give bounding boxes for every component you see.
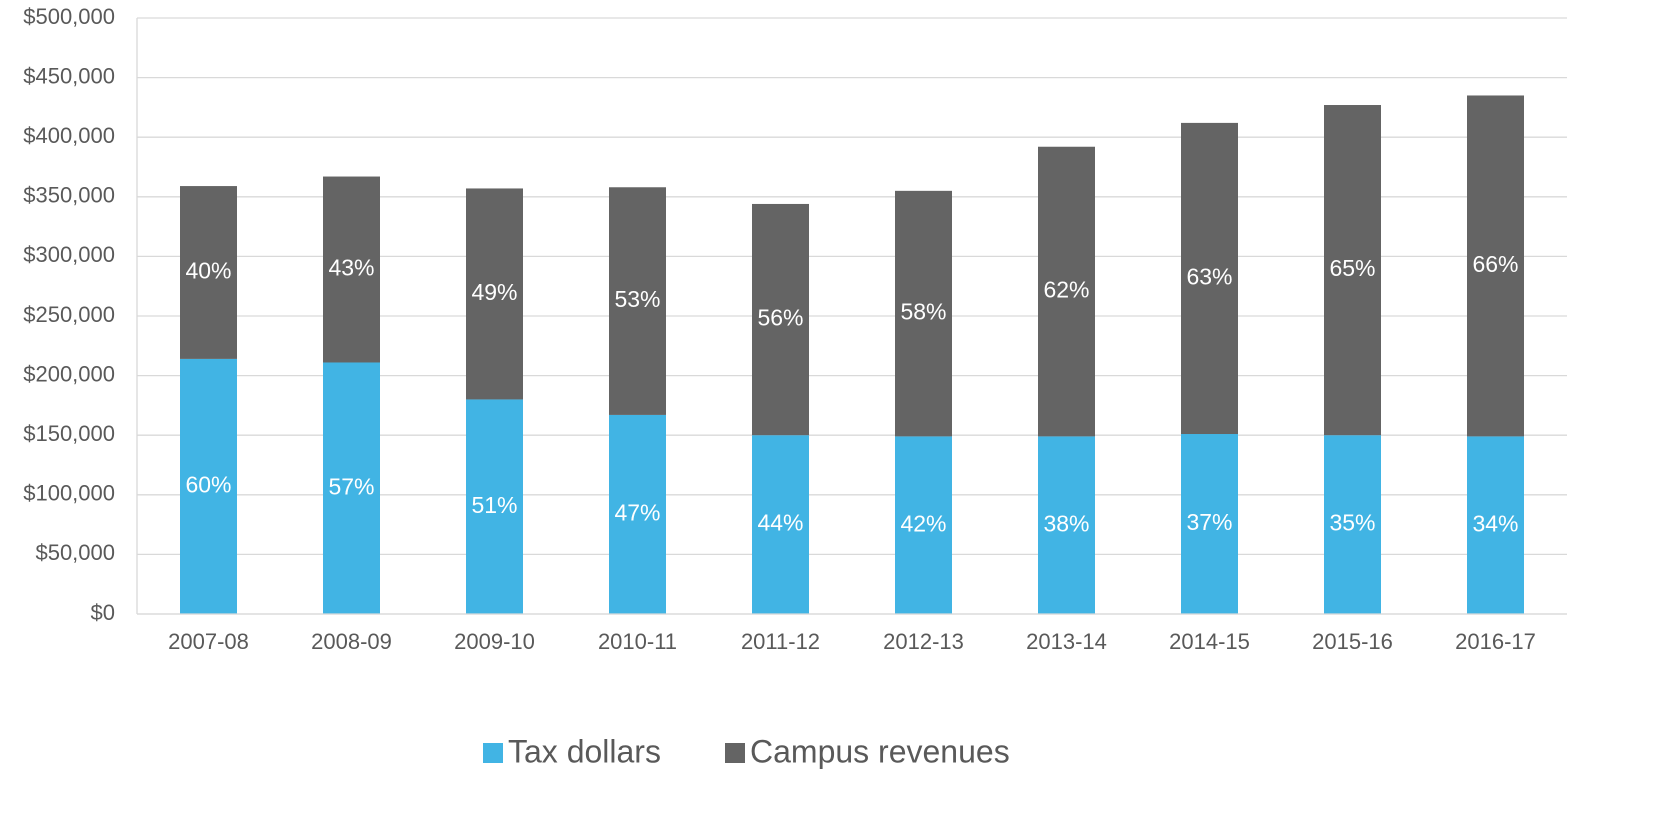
value-label: 43% — [328, 255, 374, 281]
x-tick-label: 2012-13 — [883, 629, 964, 654]
x-tick-label: 2015-16 — [1312, 629, 1393, 654]
value-label: 58% — [900, 299, 946, 325]
value-label: 53% — [614, 286, 660, 312]
legend-swatch — [483, 743, 503, 763]
value-label: 42% — [900, 510, 946, 536]
bar-segment — [895, 190, 952, 437]
value-label: 66% — [1472, 251, 1518, 277]
value-label: 44% — [757, 510, 803, 536]
bar-segment — [752, 203, 809, 436]
bar-segment — [1467, 436, 1524, 614]
x-tick-label: 2008-09 — [311, 629, 392, 654]
y-tick-label: $400,000 — [23, 123, 115, 148]
value-label: 40% — [185, 258, 231, 284]
bar-segment — [466, 399, 523, 614]
value-label: 38% — [1043, 510, 1089, 536]
bar-segment — [1181, 434, 1238, 614]
value-label: 49% — [471, 279, 517, 305]
x-tick-label: 2014-15 — [1169, 629, 1250, 654]
y-tick-label: $350,000 — [23, 183, 115, 208]
y-tick-label: $250,000 — [23, 302, 115, 327]
y-tick-label: $150,000 — [23, 421, 115, 446]
bar-segment — [180, 358, 237, 614]
x-tick-label: 2009-10 — [454, 629, 535, 654]
x-tick-label: 2011-12 — [741, 629, 820, 654]
y-tick-label: $200,000 — [23, 361, 115, 386]
value-label: 35% — [1329, 510, 1375, 536]
legend-label: Tax dollars — [508, 733, 661, 769]
bar-segment — [1324, 105, 1381, 436]
y-tick-label: $500,000 — [23, 4, 115, 29]
y-tick-label: $50,000 — [35, 540, 115, 565]
value-label: 51% — [471, 492, 517, 518]
value-label: 37% — [1186, 509, 1232, 535]
value-label: 62% — [1043, 277, 1089, 303]
value-label: 34% — [1472, 510, 1518, 536]
value-label: 65% — [1329, 255, 1375, 281]
value-label: 56% — [757, 305, 803, 331]
legend-swatch — [725, 743, 745, 763]
value-label: 57% — [328, 473, 374, 499]
bar-segment — [895, 436, 952, 614]
y-tick-label: $300,000 — [23, 242, 115, 267]
bar-segment — [609, 414, 666, 614]
bar-segment — [466, 188, 523, 400]
y-tick-label: $0 — [91, 600, 115, 625]
bar-segment — [323, 176, 380, 363]
x-tick-label: 2007-08 — [168, 629, 249, 654]
y-tick-label: $100,000 — [23, 481, 115, 506]
value-label: 63% — [1186, 264, 1232, 290]
bar-segment — [180, 186, 237, 359]
x-tick-label: 2016-17 — [1455, 629, 1536, 654]
x-tick-label: 2013-14 — [1026, 629, 1107, 654]
y-tick-label: $450,000 — [23, 63, 115, 88]
x-tick-label: 2010-11 — [598, 629, 677, 654]
value-label: 60% — [185, 472, 231, 498]
bar-segment — [1181, 122, 1238, 435]
legend-label: Campus revenues — [750, 733, 1010, 769]
bar-segment — [1467, 95, 1524, 437]
bar-segment — [1324, 435, 1381, 614]
value-label: 47% — [614, 500, 660, 526]
bar-segment — [1038, 146, 1095, 437]
bar-segment — [609, 187, 666, 415]
bar-segment — [1038, 436, 1095, 614]
bar-segment — [752, 435, 809, 614]
bar-segment — [323, 362, 380, 614]
